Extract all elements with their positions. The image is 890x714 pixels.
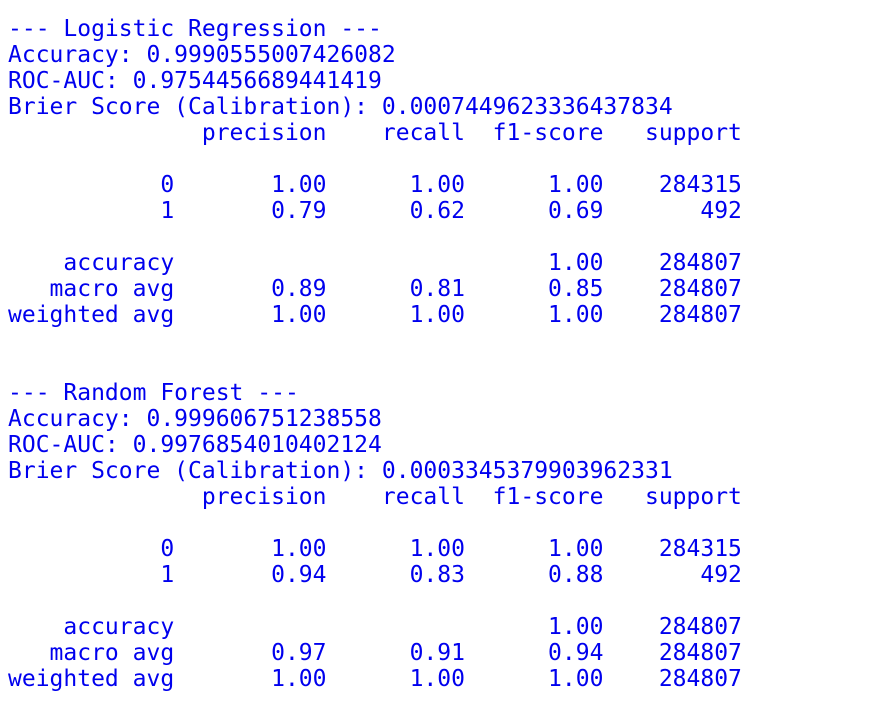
logreg-roc-auc: ROC-AUC: 0.9754456689441419 — [8, 68, 382, 94]
blank-line — [8, 588, 742, 614]
logreg-brier-score: Brier Score (Calibration): 0.00074496233… — [8, 94, 673, 120]
logreg-report-header: precision recall f1-score support — [8, 120, 742, 146]
rf-accuracy: Accuracy: 0.999606751238558 — [8, 406, 382, 432]
blank-line — [8, 354, 742, 380]
blank-line — [8, 146, 742, 172]
logreg-class-0-row: 0 1.00 1.00 1.00 284315 — [8, 172, 742, 198]
logreg-accuracy: Accuracy: 0.9990555007426082 — [8, 42, 396, 68]
logreg-accuracy-row: accuracy 1.00 284807 — [8, 250, 742, 276]
blank-line — [8, 510, 742, 536]
rf-macro-avg-row: macro avg 0.97 0.91 0.94 284807 — [8, 640, 742, 666]
logreg-class-1-row: 1 0.79 0.62 0.69 492 — [8, 198, 742, 224]
rf-roc-auc: ROC-AUC: 0.9976854010402124 — [8, 432, 382, 458]
rf-weighted-avg-row: weighted avg 1.00 1.00 1.00 284807 — [8, 666, 742, 692]
rf-class-0-row: 0 1.00 1.00 1.00 284315 — [8, 536, 742, 562]
blank-line — [8, 328, 742, 354]
logreg-header: --- Logistic Regression --- — [8, 16, 382, 42]
rf-accuracy-row: accuracy 1.00 284807 — [8, 614, 742, 640]
rf-class-1-row: 1 0.94 0.83 0.88 492 — [8, 562, 742, 588]
rf-brier-score: Brier Score (Calibration): 0.00033453799… — [8, 458, 673, 484]
console-output: --- Logistic Regression --- Accuracy: 0.9… — [8, 16, 742, 692]
blank-line — [8, 224, 742, 250]
rf-header: --- Random Forest --- — [8, 380, 299, 406]
rf-report-header: precision recall f1-score support — [8, 484, 742, 510]
logreg-macro-avg-row: macro avg 0.89 0.81 0.85 284807 — [8, 276, 742, 302]
logreg-weighted-avg-row: weighted avg 1.00 1.00 1.00 284807 — [8, 302, 742, 328]
